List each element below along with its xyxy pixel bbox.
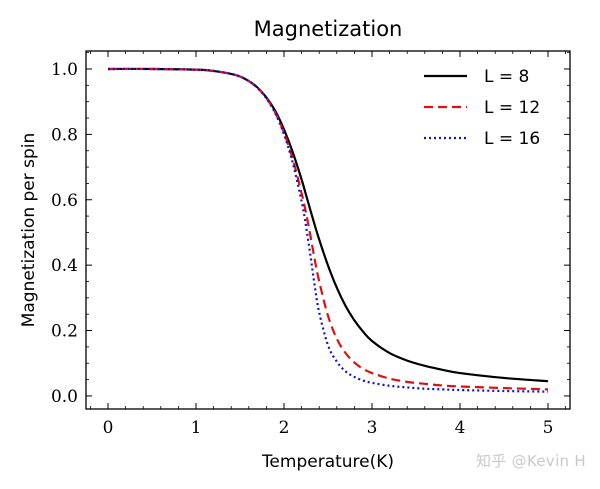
y-tick-label: 0.6 [51,191,78,211]
series-line-1 [107,67,549,383]
x-axis-label: Temperature(K) [261,452,394,472]
legend-label-3: L = 16 [484,129,540,149]
x-tick-label: 0 [103,418,114,438]
axis-ticks [86,51,570,409]
series-line-3 [107,67,549,393]
x-tick-label: 4 [455,418,466,438]
x-tick-label: 2 [279,418,290,438]
chart-title: Magnetization [254,17,403,41]
tick-labels: 0 1 2 3 4 5 0.0 0.2 0.4 0.6 0.8 1.0 [51,60,553,438]
series-line-2 [107,67,549,391]
series-layer [107,67,549,393]
legend-label-1: L = 8 [484,67,529,87]
legend: L = 8 L = 12 L = 16 [424,67,540,149]
y-tick-label: 0.4 [51,256,78,276]
plot-frame [85,50,571,410]
y-tick-label: 0.0 [51,387,78,407]
legend-label-2: L = 12 [484,98,540,118]
y-axis-label: Magnetization per spin [19,133,39,328]
y-tick-label: 0.2 [51,322,78,342]
x-tick-label: 1 [191,418,202,438]
x-tick-label: 3 [367,418,378,438]
watermark-text: 知乎 @Kevin H [476,452,586,470]
y-tick-label: 1.0 [51,60,78,80]
x-tick-label: 5 [543,418,554,438]
y-tick-label: 0.8 [51,125,78,145]
